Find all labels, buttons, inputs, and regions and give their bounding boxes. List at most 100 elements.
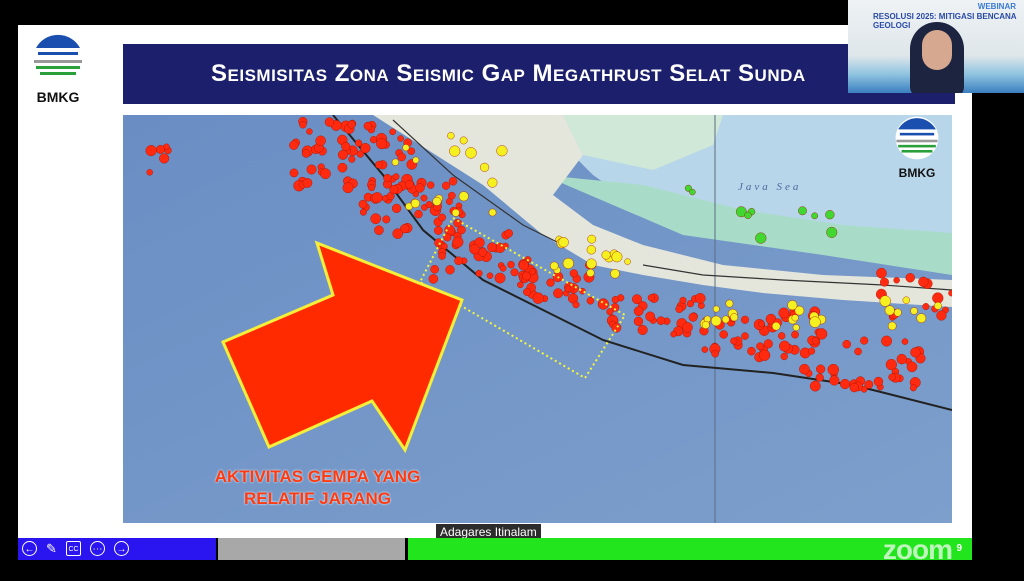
epicenter-dot xyxy=(438,213,446,222)
epicenter-dot xyxy=(686,300,694,308)
epicenter-dot xyxy=(402,144,410,152)
epicenter-dot xyxy=(682,322,693,333)
cc-icon[interactable]: CC xyxy=(66,541,81,556)
epicenter-dot xyxy=(324,117,335,127)
epicenter-dot xyxy=(572,301,580,309)
fault-lines xyxy=(392,119,952,291)
epicenter-dot xyxy=(521,271,531,281)
epicenter-dot xyxy=(397,152,406,162)
epicenter-dot xyxy=(457,225,466,235)
epicenter-dot xyxy=(881,335,892,347)
epicenter-dot xyxy=(301,149,311,158)
epicenter-dot xyxy=(425,201,433,208)
epicenter-dot xyxy=(656,316,666,325)
epicenter-dot xyxy=(586,258,597,269)
epicenter-dot xyxy=(747,346,756,356)
epicenter-dot xyxy=(452,236,464,248)
epicenter-dot xyxy=(155,145,165,154)
epicenter-dot xyxy=(469,243,480,255)
epicenter-dot xyxy=(337,162,348,173)
epicenter-dot xyxy=(918,276,929,287)
speaker-face xyxy=(922,30,952,70)
epicenter-dot xyxy=(445,265,455,275)
epicenter-dot xyxy=(359,208,367,216)
epicenter-dot xyxy=(518,260,529,271)
epicenter-dot xyxy=(389,128,396,136)
epicenter-dot xyxy=(755,232,767,244)
epicenter-dot xyxy=(730,337,738,345)
epicenter-dot xyxy=(624,258,631,265)
speaker-video[interactable]: WEBINAR RESOLUSI 2025: MITIGASI BENCANA … xyxy=(848,0,1024,93)
epicenter-dot xyxy=(382,215,391,224)
epicenter-dot xyxy=(355,139,363,147)
epicenter-dot xyxy=(888,373,896,381)
epicenter-dot xyxy=(873,376,884,387)
epicenter-dot xyxy=(794,305,805,316)
epicenter-dot xyxy=(791,330,799,339)
epicenter-dot xyxy=(712,305,720,313)
epicenter-dot xyxy=(711,349,719,358)
epicenter-dot xyxy=(884,305,895,316)
epicenter-dot xyxy=(701,346,709,353)
epicenter-dot xyxy=(905,273,915,283)
arrow-left-icon[interactable]: ← xyxy=(22,541,37,556)
epicenter-dot xyxy=(710,315,722,327)
epicenter-dot xyxy=(779,340,791,352)
webinar-banner: RESOLUSI 2025: MITIGASI BENCANA GEOLOGI xyxy=(873,12,1017,30)
epicenter-dot xyxy=(807,347,816,355)
epicenter-dot xyxy=(407,147,416,155)
epicenter-dot xyxy=(289,168,299,178)
epicenter-dot xyxy=(780,352,788,361)
slide-title: Seismisitas Zona Seismic Gap Megathrust … xyxy=(123,44,955,104)
epicenter-dot xyxy=(730,313,739,322)
epicenter-dot xyxy=(528,268,536,276)
epicenter-dot xyxy=(694,293,706,304)
epicenter-dot xyxy=(347,120,356,129)
epicenter-dot xyxy=(893,308,902,317)
zoom-logo: zoom xyxy=(882,534,953,565)
epicenter-dot xyxy=(906,361,918,373)
epicenter-dot xyxy=(809,316,821,328)
shallow-shelf xyxy=(543,175,952,275)
epicenter-dot xyxy=(647,294,655,302)
speaker-name-tag: Adagares Itinalam xyxy=(436,524,541,541)
epicenter-dot xyxy=(791,314,799,322)
subduction-trench xyxy=(332,115,952,411)
epicenter-dot xyxy=(383,173,392,183)
epicenter-dot xyxy=(916,313,927,324)
epicenter-dot xyxy=(876,267,887,279)
epicenter-dot xyxy=(740,315,750,324)
caption-line-2: RELATIF JARANG xyxy=(243,489,391,508)
epicenter-dot xyxy=(480,162,490,172)
bmkg-logo: BMKG xyxy=(30,32,86,105)
epicenter-dot xyxy=(475,269,483,277)
epicenter-dot xyxy=(428,274,439,284)
epicenter-dot xyxy=(504,229,513,238)
map-caption: AKTIVITAS GEMPA YANG RELATIF JARANG xyxy=(190,466,445,510)
epicenter-dot xyxy=(932,292,944,304)
epicenter-dot xyxy=(601,250,611,260)
epicenter-dot xyxy=(486,272,494,279)
epicenter-dot xyxy=(443,233,452,242)
sea-label: Java Sea xyxy=(738,181,801,193)
pencil-icon[interactable]: ✎ xyxy=(46,541,57,556)
epicenter-dot xyxy=(744,211,752,220)
epicenter-dot xyxy=(415,183,425,193)
epicenter-dot xyxy=(778,307,790,319)
bmkg-emblem-icon xyxy=(33,33,83,83)
epicenter-dot xyxy=(391,203,402,214)
more-icon[interactable]: ⋯ xyxy=(90,541,105,556)
epicenter-dot xyxy=(827,363,839,376)
epicenter-dot xyxy=(611,251,623,263)
seismicity-map: Java Sea xyxy=(123,115,952,523)
epicenter-dot xyxy=(494,272,506,284)
epicenter-dot xyxy=(337,149,348,160)
epicenter-dot xyxy=(936,310,947,321)
epicenter-dot xyxy=(934,301,942,310)
epicenter-dot xyxy=(909,384,917,392)
arrow-right-icon[interactable]: → xyxy=(114,541,129,556)
epicenter-dot xyxy=(902,296,910,304)
epicenter-dot xyxy=(606,308,614,316)
logo-text: BMKG xyxy=(36,89,80,105)
epicenter-dot xyxy=(741,332,749,340)
